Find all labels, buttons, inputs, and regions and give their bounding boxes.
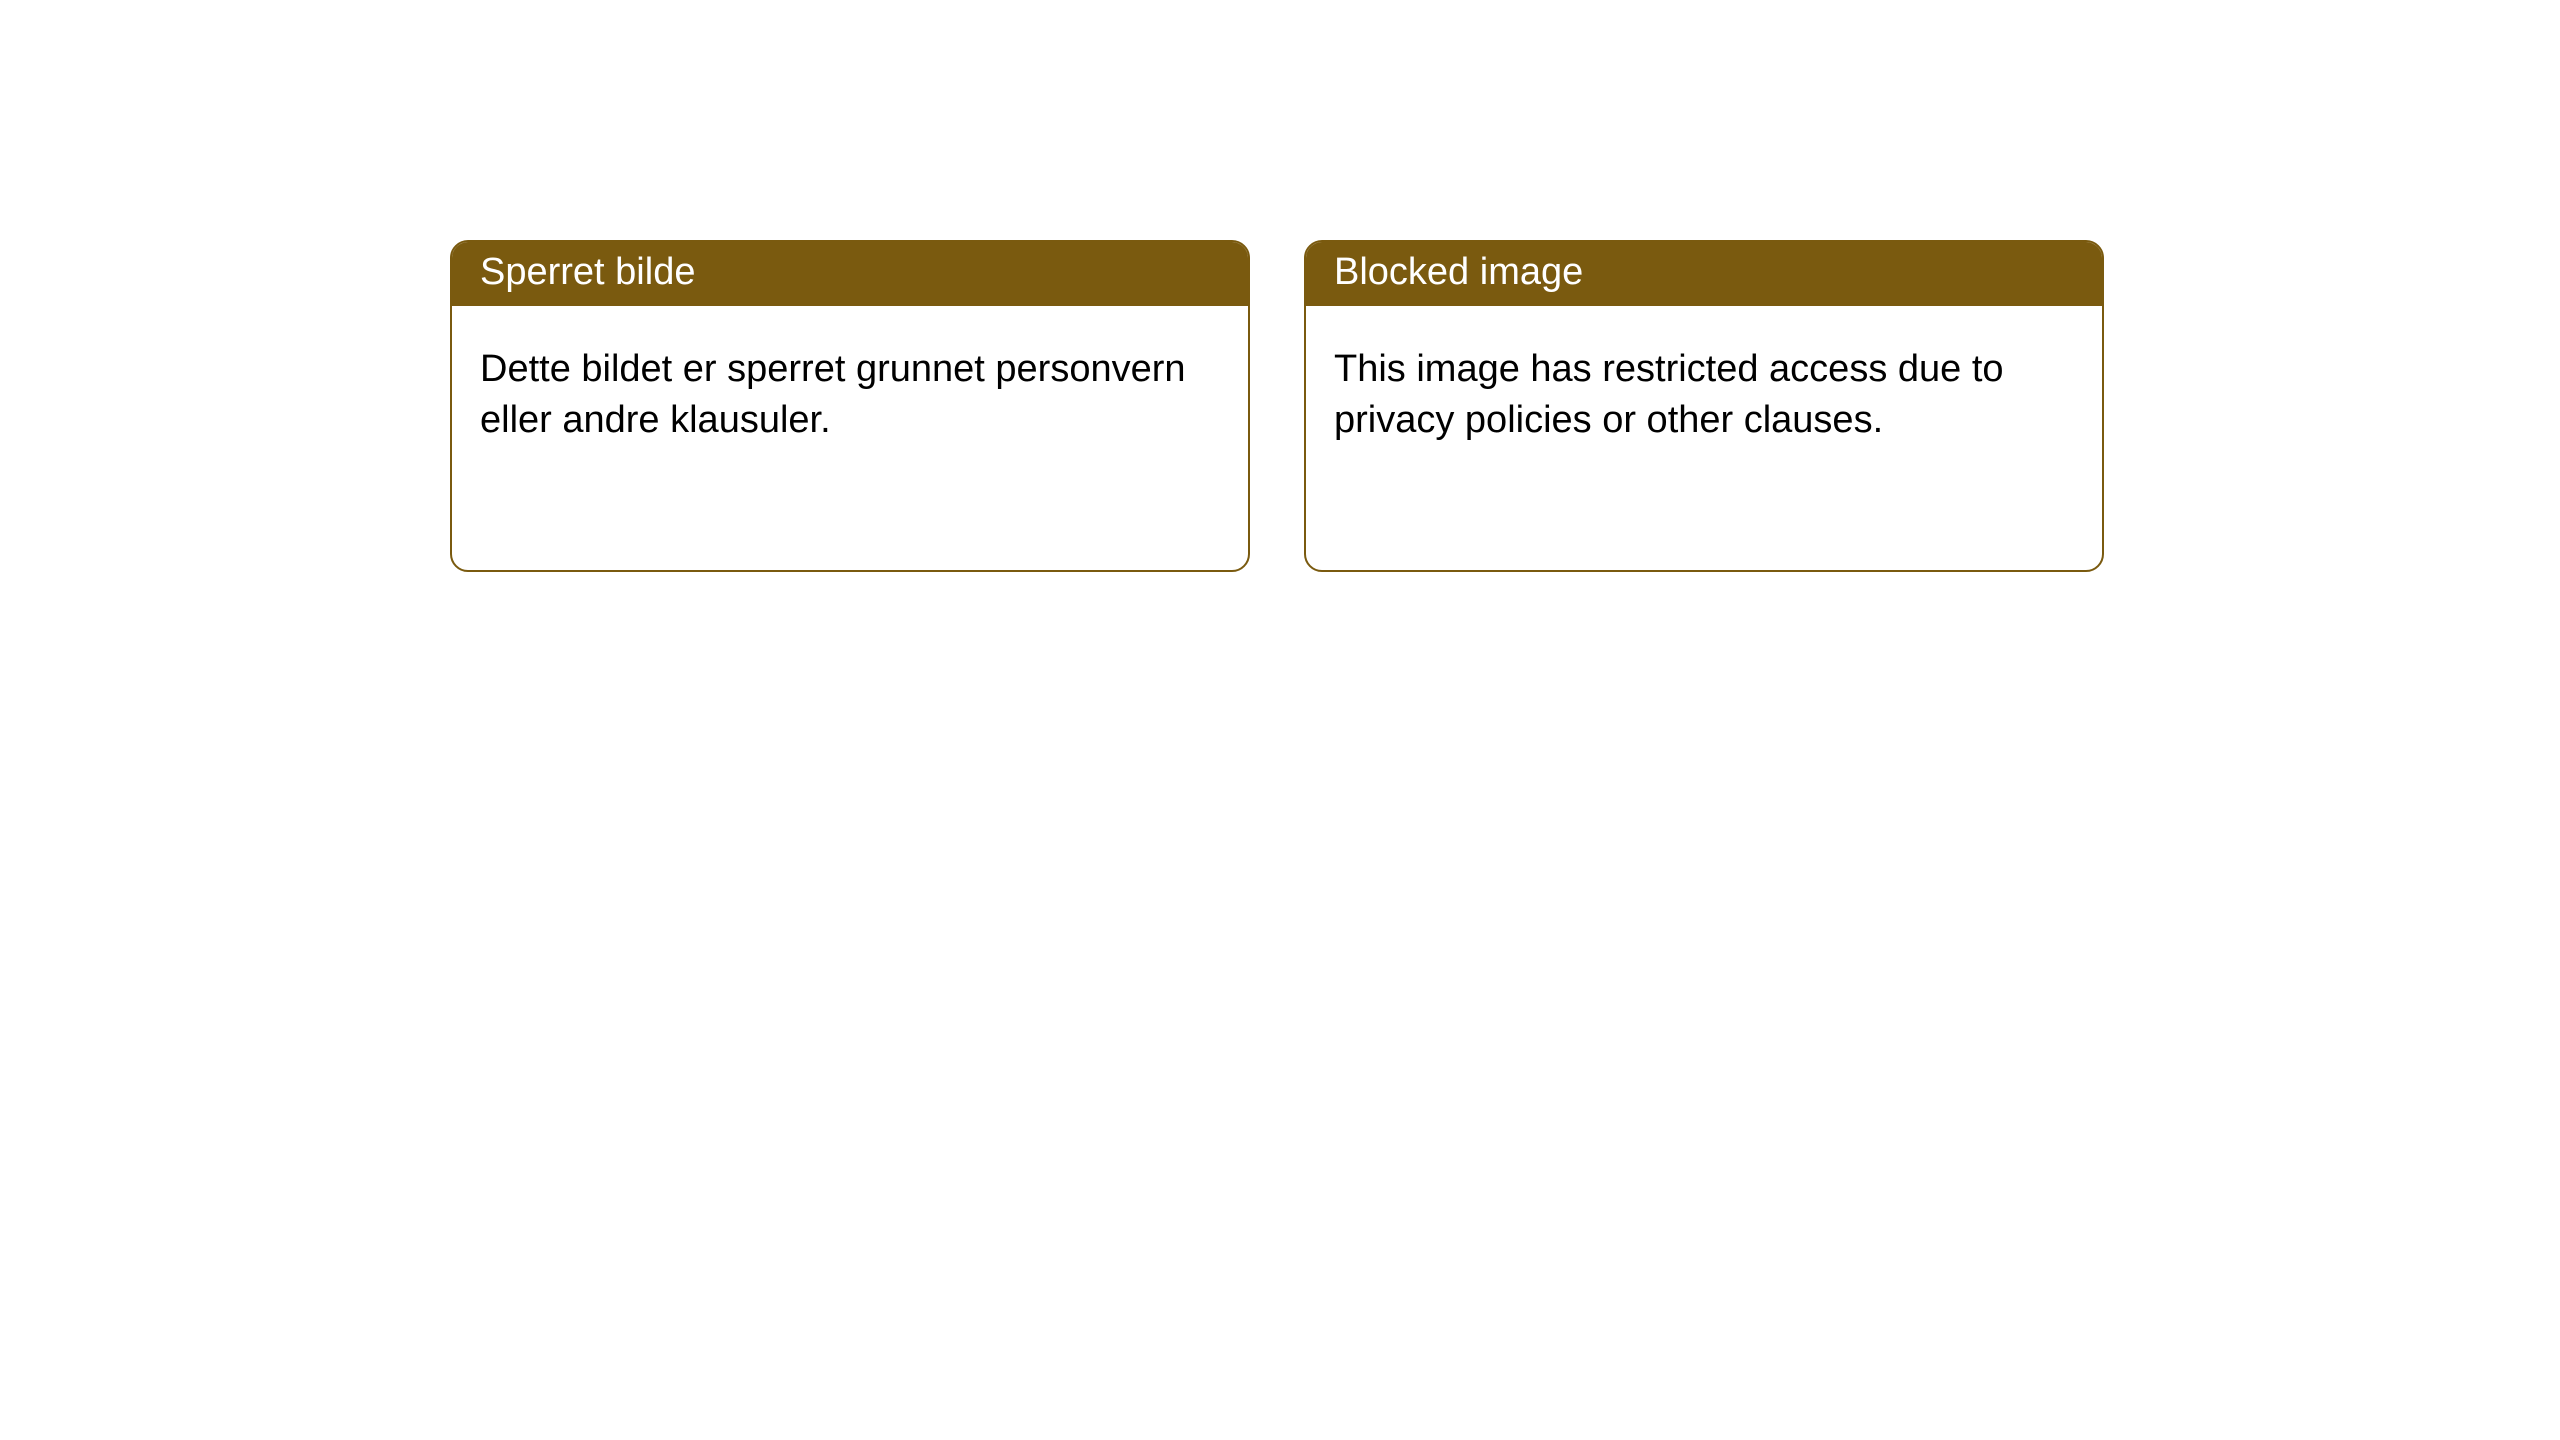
notice-body: Dette bildet er sperret grunnet personve… [452,306,1248,485]
notice-title: Blocked image [1306,242,2102,306]
notice-container: Sperret bilde Dette bildet er sperret gr… [0,0,2560,572]
notice-body: This image has restricted access due to … [1306,306,2102,485]
notice-card-norwegian: Sperret bilde Dette bildet er sperret gr… [450,240,1250,572]
notice-card-english: Blocked image This image has restricted … [1304,240,2104,572]
notice-title: Sperret bilde [452,242,1248,306]
